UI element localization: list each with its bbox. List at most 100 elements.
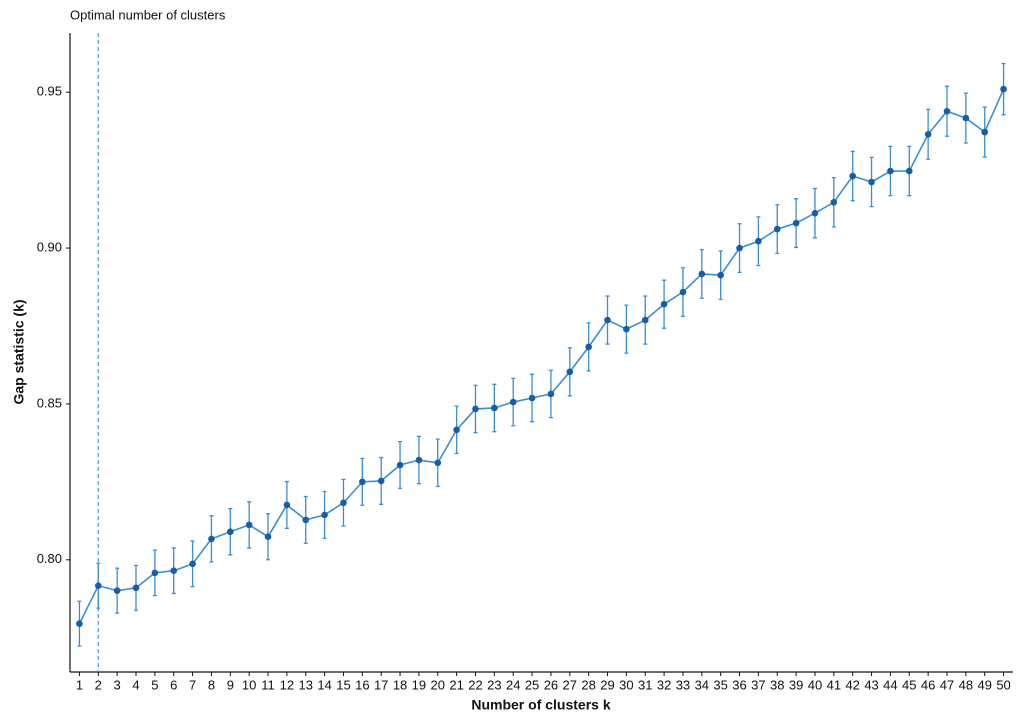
point (887, 167, 894, 175)
x-tick-label: 30 (619, 677, 633, 692)
x-axis-title: Number of clusters k (471, 697, 610, 713)
x-tick-label: 43 (864, 677, 878, 692)
point (773, 225, 781, 233)
x-tick-label: 11 (261, 677, 275, 692)
point (472, 405, 479, 413)
x-tick-label: 20 (431, 677, 445, 692)
y-axis-title: Gap statistic (k) (11, 299, 27, 404)
point (717, 271, 724, 279)
point (245, 521, 253, 529)
x-tick-label: 45 (902, 677, 916, 692)
y-tick-label: 0.95 (37, 84, 62, 99)
point (340, 499, 347, 507)
point (528, 394, 536, 402)
line (78, 88, 1005, 625)
x-tick-label: 26 (544, 677, 558, 692)
x-tick-label: 32 (657, 677, 671, 692)
x-tick-label: 3 (114, 677, 121, 692)
point (264, 533, 272, 541)
x-tick-label: 1 (76, 677, 83, 692)
point (604, 316, 611, 324)
point (396, 461, 404, 469)
x-tick-label: 44 (883, 677, 897, 692)
x-tick-label: 35 (713, 677, 727, 692)
point (660, 300, 668, 308)
point (585, 343, 592, 351)
point (792, 219, 800, 227)
point (698, 270, 706, 278)
point (623, 325, 630, 333)
x-tick-label: 49 (977, 677, 991, 692)
x-tick-label: 18 (393, 677, 407, 692)
x-tick-label: 50 (996, 677, 1010, 692)
x-tick-label: 23 (487, 677, 501, 692)
x-tick-label: 36 (732, 677, 746, 692)
point (170, 567, 178, 574)
point (924, 131, 932, 138)
point (415, 456, 423, 464)
point (830, 198, 838, 206)
x-tick-label: 40 (808, 677, 822, 692)
x-tick-label: 41 (827, 677, 841, 692)
x-tick-label: 37 (751, 677, 765, 692)
x-tick-label: 16 (355, 677, 369, 692)
x-tick-label: 38 (770, 677, 784, 692)
point (283, 501, 291, 509)
point (736, 244, 743, 252)
x-tick-label: 21 (449, 677, 463, 692)
x-tick-label: 33 (676, 677, 690, 692)
x-tick-label: 9 (227, 677, 234, 692)
point (434, 459, 442, 467)
point (868, 178, 875, 186)
point (227, 528, 234, 536)
x-tick-label: 42 (845, 677, 859, 692)
x-tick-label: 29 (600, 677, 614, 692)
y-tick-label: 0.90 (37, 240, 62, 255)
point (905, 167, 913, 175)
point (453, 426, 460, 434)
chart-title: Optimal number of clusters (70, 7, 226, 22)
x-tick-label: 7 (189, 677, 196, 692)
point (1000, 85, 1007, 93)
point (566, 368, 574, 376)
x-tick-label: 28 (581, 677, 595, 692)
x-tick-label: 13 (299, 677, 313, 692)
y-tick-label: 0.80 (37, 551, 62, 566)
point (849, 172, 856, 180)
point (208, 535, 215, 543)
x-tick-label: 34 (695, 677, 709, 692)
point (113, 587, 121, 594)
point (547, 390, 555, 398)
point (94, 582, 102, 589)
x-tick-label: 8 (208, 677, 215, 692)
x-tick-label: 39 (789, 677, 803, 692)
point (755, 237, 762, 245)
point (509, 398, 517, 406)
point (377, 477, 385, 485)
x-tick-label: 2 (95, 677, 102, 692)
x-tick-label: 46 (921, 677, 935, 692)
x-tick-label: 12 (280, 677, 294, 692)
x-tick-label: 10 (242, 677, 256, 692)
x-tick-label: 4 (132, 677, 139, 692)
x-tick-label: 14 (317, 677, 331, 692)
x-tick-label: 24 (506, 677, 520, 692)
x-tick-label: 25 (525, 677, 539, 692)
point (811, 209, 819, 217)
point (943, 107, 951, 115)
point (189, 560, 196, 568)
x-tick-label: 48 (959, 677, 973, 692)
point (359, 478, 366, 486)
x-tick-label: 15 (336, 677, 350, 692)
x-tick-label: 22 (468, 677, 482, 692)
x-tick-label: 31 (638, 677, 652, 692)
x-tick-label: 27 (563, 677, 577, 692)
x-tick-label: 6 (170, 677, 177, 692)
point (151, 569, 159, 577)
point (962, 114, 970, 122)
x-tick-label: 47 (940, 677, 954, 692)
y-tick-label: 0.85 (37, 395, 62, 410)
point (76, 620, 83, 627)
x-tick-label: 5 (151, 677, 158, 692)
